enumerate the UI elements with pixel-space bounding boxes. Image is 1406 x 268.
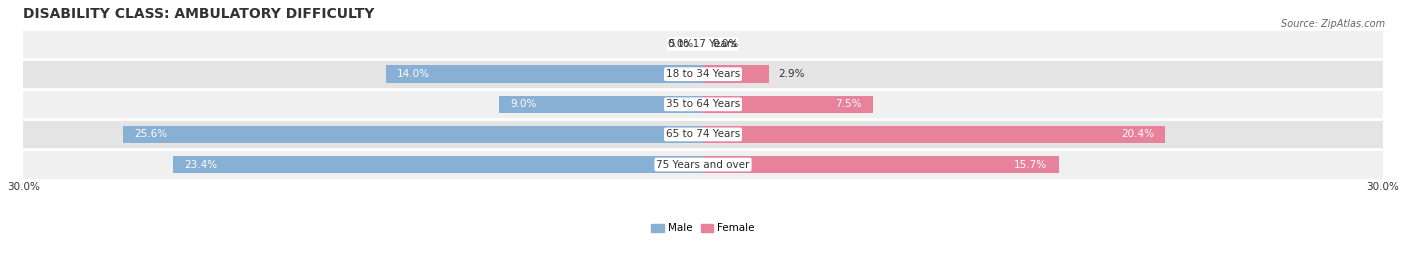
Text: 5 to 17 Years: 5 to 17 Years: [669, 39, 737, 49]
Text: 14.0%: 14.0%: [396, 69, 430, 79]
Bar: [703, 96, 873, 113]
Text: 25.6%: 25.6%: [135, 129, 167, 139]
Text: 75 Years and over: 75 Years and over: [657, 159, 749, 170]
Text: DISABILITY CLASS: AMBULATORY DIFFICULTY: DISABILITY CLASS: AMBULATORY DIFFICULTY: [24, 7, 375, 21]
Bar: [703, 126, 1166, 143]
Text: 23.4%: 23.4%: [184, 159, 218, 170]
Bar: [24, 29, 1382, 59]
Bar: [24, 150, 1382, 180]
Bar: [173, 156, 703, 173]
Bar: [499, 96, 703, 113]
Text: 9.0%: 9.0%: [510, 99, 537, 109]
Text: Source: ZipAtlas.com: Source: ZipAtlas.com: [1281, 19, 1385, 29]
Bar: [703, 65, 769, 83]
Text: 2.9%: 2.9%: [778, 69, 804, 79]
Text: 65 to 74 Years: 65 to 74 Years: [666, 129, 740, 139]
Text: 20.4%: 20.4%: [1121, 129, 1154, 139]
Text: 0.0%: 0.0%: [711, 39, 738, 49]
Text: 0.0%: 0.0%: [668, 39, 695, 49]
Bar: [385, 65, 703, 83]
Text: 7.5%: 7.5%: [835, 99, 862, 109]
Legend: Male, Female: Male, Female: [647, 219, 759, 238]
Text: 18 to 34 Years: 18 to 34 Years: [666, 69, 740, 79]
Bar: [124, 126, 703, 143]
Text: 15.7%: 15.7%: [1014, 159, 1047, 170]
Bar: [703, 156, 1059, 173]
Bar: [24, 119, 1382, 150]
Bar: [24, 59, 1382, 89]
Text: 35 to 64 Years: 35 to 64 Years: [666, 99, 740, 109]
Bar: [24, 89, 1382, 119]
